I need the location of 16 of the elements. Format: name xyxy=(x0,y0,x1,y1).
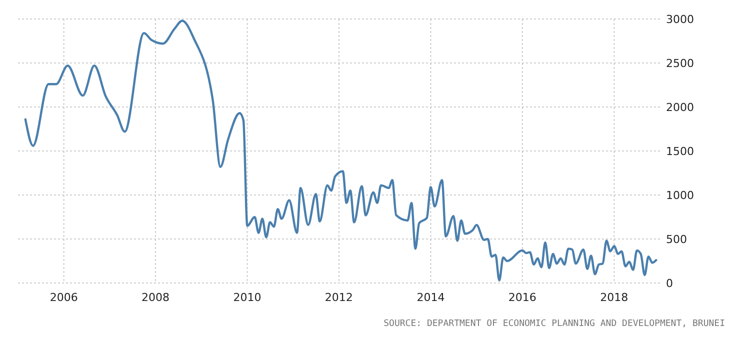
y-tick-label: 2500 xyxy=(666,56,694,70)
x-tick-label: 2010 xyxy=(233,291,262,304)
y-tick-label: 1000 xyxy=(666,188,694,202)
y-tick-label: 2000 xyxy=(666,100,694,114)
y-tick-label: 0 xyxy=(666,276,673,290)
x-tick-label: 2012 xyxy=(324,291,353,304)
line-series xyxy=(24,20,658,282)
y-tick-label: 1500 xyxy=(666,144,694,158)
x-tick-label: 2018 xyxy=(600,291,628,304)
y-tick-label: 3000 xyxy=(666,12,694,26)
x-tick-label: 2016 xyxy=(508,291,536,304)
source-note: SOURCE: DEPARTMENT OF ECONOMIC PLANNING AND DEVELOPMENT, BRUNEI xyxy=(384,319,725,329)
x-tick-label: 2014 xyxy=(416,291,445,304)
x-tick-label: 2006 xyxy=(50,291,78,304)
y-tick-label: 500 xyxy=(666,232,687,246)
x-tick-label: 2008 xyxy=(141,291,170,304)
